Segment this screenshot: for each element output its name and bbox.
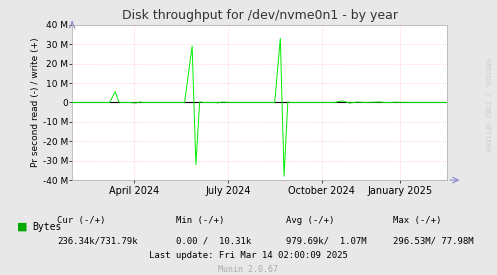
Text: Max (-/+): Max (-/+): [393, 216, 441, 225]
Text: 979.69k/  1.07M: 979.69k/ 1.07M: [286, 236, 366, 245]
Text: Bytes: Bytes: [32, 222, 62, 232]
Text: 296.53M/ 77.98M: 296.53M/ 77.98M: [393, 236, 473, 245]
Text: Munin 2.0.67: Munin 2.0.67: [219, 265, 278, 274]
Text: Min (-/+): Min (-/+): [176, 216, 225, 225]
Text: Cur (-/+): Cur (-/+): [57, 216, 105, 225]
Y-axis label: Pr second read (-) / write (+): Pr second read (-) / write (+): [31, 38, 40, 167]
Text: Avg (-/+): Avg (-/+): [286, 216, 334, 225]
Text: RRDTOOL / TOBI OETIKER: RRDTOOL / TOBI OETIKER: [484, 58, 490, 151]
Text: 236.34k/731.79k: 236.34k/731.79k: [57, 236, 138, 245]
Text: Last update: Fri Mar 14 02:00:09 2025: Last update: Fri Mar 14 02:00:09 2025: [149, 252, 348, 260]
Text: ■: ■: [17, 222, 28, 232]
Text: 0.00 /  10.31k: 0.00 / 10.31k: [176, 236, 251, 245]
Title: Disk throughput for /dev/nvme0n1 - by year: Disk throughput for /dev/nvme0n1 - by ye…: [122, 9, 398, 22]
